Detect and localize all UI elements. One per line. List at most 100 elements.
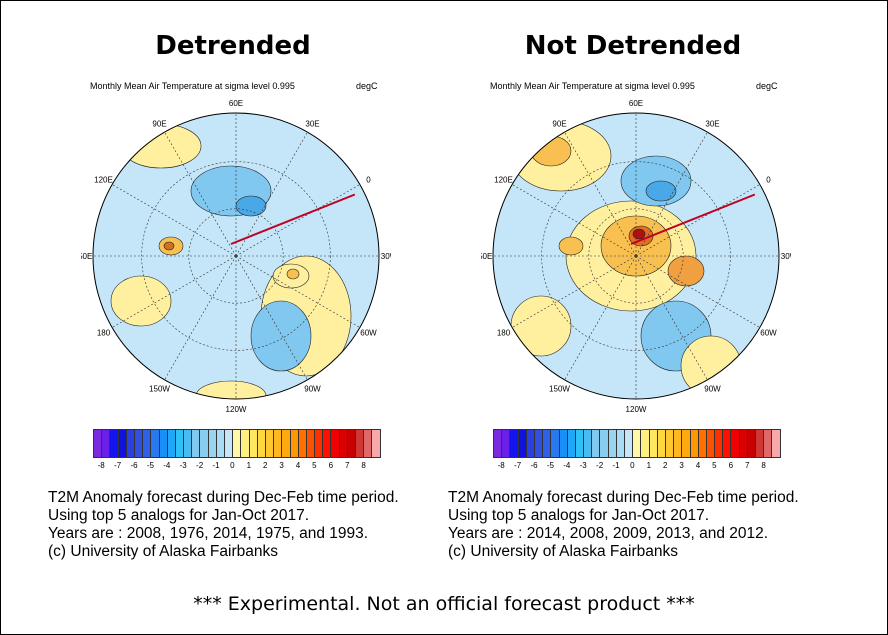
- colorbar-swatch: [616, 430, 625, 457]
- colorbar-tick-label: -5: [546, 461, 554, 470]
- colorbar-tick-label: -6: [530, 461, 538, 470]
- colorbar-swatch: [494, 430, 503, 457]
- longitude-label: 90E: [552, 119, 566, 128]
- colorbar-swatch: [543, 430, 552, 457]
- colorbar-swatch: [649, 430, 658, 457]
- colorbar-tick-label: 0: [230, 461, 235, 470]
- longitude-label: 0: [766, 176, 771, 185]
- colorbar-swatch: [502, 430, 511, 457]
- colorbar-tick-label: 7: [344, 461, 350, 470]
- longitude-label: 30E: [305, 119, 319, 128]
- colorbar-tick-label: -5: [146, 461, 154, 470]
- colorbar-swatch: [347, 430, 356, 457]
- colorbar-tick-label: 4: [295, 461, 301, 470]
- colorbar-tick-label: 8: [361, 461, 366, 470]
- colorbar-tick-label: -8: [497, 461, 505, 470]
- colorbar-tick-label: 7: [744, 461, 750, 470]
- polar-map-detrended: 60E 30E 0 30W 60W 90W 120W 150W 180 150E 120E 90E: [81, 99, 391, 414]
- caption-right: T2M Anomaly forecast during Dec-Feb time…: [448, 489, 799, 561]
- colorbar-swatch: [584, 430, 593, 457]
- colorbar-swatch: [339, 430, 348, 457]
- longitude-label: 150W: [549, 385, 570, 394]
- colorbar-tick-label: 3: [279, 461, 284, 470]
- units-right: degC: [756, 81, 778, 91]
- longitude-label: 120E: [494, 176, 513, 185]
- caption-line: T2M Anomaly forecast during Dec-Feb time…: [448, 489, 799, 506]
- colorbar-swatch: [567, 430, 576, 457]
- disclaimer-footer: *** Experimental. Not an official foreca…: [193, 593, 695, 615]
- colorbar-swatch: [510, 430, 519, 457]
- colorbar-swatch: [739, 430, 748, 457]
- anomaly-region: [667, 255, 705, 287]
- colorbar-tick-label: -8: [97, 461, 105, 470]
- colorbar-swatch: [192, 430, 201, 457]
- colorbar-tick-label: -7: [114, 461, 122, 470]
- polar-map-not-detrended: 60E 30E 0 30W 60W 90W 120W 150W 180 150E 120E 90E: [481, 99, 791, 414]
- caption-line: Years are : 2008, 1976, 2014, 1975, and …: [48, 525, 369, 542]
- caption-line: T2M Anomaly forecast during Dec-Feb time…: [48, 489, 399, 506]
- colorbar-swatch: [731, 430, 740, 457]
- colorbar-swatch: [306, 430, 316, 457]
- colorbar-swatch: [134, 430, 144, 457]
- anomaly-region: [286, 268, 300, 280]
- colorbar-swatch: [641, 430, 650, 457]
- longitude-label: 90W: [704, 385, 721, 394]
- colorbar-swatch: [118, 430, 127, 457]
- longitude-label: 90E: [152, 119, 166, 128]
- colorbar-swatch: [216, 430, 225, 457]
- colorbar-swatch: [534, 430, 544, 457]
- colorbar-swatch: [200, 430, 209, 457]
- colorbar-tick-label: 6: [328, 461, 334, 470]
- colorbar-tick-label: 2: [262, 461, 268, 470]
- colorbar-swatch: [282, 430, 291, 457]
- longitude-label: 30E: [705, 119, 719, 128]
- colorbar-swatch: [526, 430, 535, 457]
- colorbar-swatch: [323, 430, 332, 457]
- colorbar-swatch: [274, 430, 283, 457]
- colorbar-tick-label: -1: [212, 461, 220, 470]
- latitude-circle: [541, 161, 731, 351]
- longitude-label: 60E: [229, 99, 243, 108]
- colorbar-tick-label: 2: [662, 461, 668, 470]
- anomaly-region: [110, 275, 172, 327]
- longitude-label: 150E: [481, 252, 492, 261]
- colorbar-swatch: [298, 430, 307, 457]
- colorbar-tick-label: -2: [196, 461, 204, 470]
- colorbar-swatch: [723, 430, 732, 457]
- subtitle-left: Monthly Mean Air Temperature at sigma le…: [90, 81, 295, 91]
- colorbar-swatch: [126, 430, 135, 457]
- colorbar-swatch: [633, 430, 642, 457]
- colorbar-tick-label: 0: [630, 461, 635, 470]
- caption-line: (c) University of Alaska Fairbanks: [48, 543, 278, 560]
- anomaly-region: [558, 236, 584, 256]
- colorbar-swatch: [592, 430, 601, 457]
- colorbar-swatch: [657, 430, 666, 457]
- colorbar-swatch: [674, 430, 683, 457]
- colorbar-swatch: [94, 430, 103, 457]
- colorbar-tick-label: -4: [563, 461, 571, 470]
- colorbar-swatch: [356, 430, 365, 457]
- longitude-label: 60W: [760, 329, 777, 338]
- longitude-label: 60E: [629, 99, 643, 108]
- colorbar-tick-label: 5: [312, 461, 317, 470]
- anomaly-region: [632, 228, 646, 240]
- colorbar-tick-label: -2: [596, 461, 604, 470]
- longitude-label: 120E: [94, 176, 113, 185]
- colorbar-tick-label: -3: [179, 461, 187, 470]
- anomaly-region: [120, 123, 202, 169]
- anomaly-region: [235, 195, 267, 217]
- colorbar-swatch: [690, 430, 699, 457]
- colorbar-swatch: [208, 430, 217, 457]
- colorbar-swatch: [625, 430, 634, 457]
- longitude-label: 120W: [226, 405, 247, 414]
- colorbar-swatch: [175, 430, 185, 457]
- longitude-label: 90W: [304, 385, 321, 394]
- anomaly-region: [645, 180, 677, 202]
- longitude-label: 180: [97, 329, 111, 338]
- caption-line: Years are : 2014, 2008, 2009, 2013, and …: [448, 525, 769, 542]
- colorbar-swatch: [764, 430, 773, 457]
- colorbar-swatch: [167, 430, 176, 457]
- colorbar-swatch: [364, 430, 373, 457]
- colorbar-tick-label: -1: [612, 461, 620, 470]
- colorbar-tick-label: -6: [130, 461, 138, 470]
